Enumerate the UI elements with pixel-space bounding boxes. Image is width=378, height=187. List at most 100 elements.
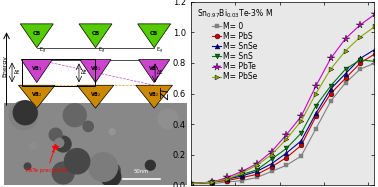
M= SnSe bbox=[189, 183, 193, 185]
M= PbSe bbox=[269, 154, 274, 156]
M= SnSe bbox=[254, 170, 259, 172]
M= 0 bbox=[269, 170, 274, 172]
M= PbS bbox=[240, 176, 244, 179]
Line: M= SnS: M= SnS bbox=[188, 57, 378, 186]
Circle shape bbox=[30, 143, 36, 149]
M= SnSe bbox=[373, 48, 377, 50]
Circle shape bbox=[49, 128, 62, 141]
Line: M= PbS: M= PbS bbox=[188, 51, 378, 186]
M= 0 bbox=[358, 68, 363, 70]
M= PbS bbox=[373, 53, 377, 55]
M= 0 bbox=[210, 183, 215, 185]
M= SnS bbox=[299, 132, 304, 134]
M= PbS bbox=[254, 173, 259, 176]
M= PbTe bbox=[343, 37, 348, 40]
Text: VB$_2$: VB$_2$ bbox=[149, 90, 160, 99]
M= PbTe bbox=[269, 150, 274, 153]
M= PbS bbox=[314, 115, 318, 118]
Circle shape bbox=[55, 138, 64, 147]
M= PbTe bbox=[373, 13, 377, 15]
Bar bbox=[22, 59, 96, 86]
M= PbTe bbox=[225, 176, 229, 179]
M= PbS bbox=[284, 157, 289, 159]
M= PbS bbox=[210, 181, 215, 183]
M= SnS bbox=[254, 169, 259, 171]
Circle shape bbox=[108, 164, 120, 176]
Text: E$_g$: E$_g$ bbox=[98, 46, 105, 56]
Text: ΔE: ΔE bbox=[14, 70, 20, 75]
M= 0 bbox=[314, 128, 318, 130]
Circle shape bbox=[101, 166, 121, 186]
Text: E$_g$: E$_g$ bbox=[156, 46, 164, 56]
M= PbTe bbox=[240, 170, 244, 172]
Circle shape bbox=[52, 162, 74, 184]
M= SnSe bbox=[299, 140, 304, 142]
M= 0 bbox=[225, 181, 229, 183]
M= PbS bbox=[343, 77, 348, 79]
Polygon shape bbox=[77, 85, 114, 108]
M= SnS bbox=[269, 158, 274, 160]
M= PbTe bbox=[299, 115, 304, 118]
M= SnSe bbox=[328, 88, 333, 90]
M= PbS bbox=[299, 144, 304, 147]
M= SnS bbox=[373, 60, 377, 62]
Text: CB: CB bbox=[91, 30, 99, 36]
Text: E$_g$: E$_g$ bbox=[39, 46, 46, 56]
Circle shape bbox=[109, 129, 115, 135]
M= 0 bbox=[328, 100, 333, 102]
M= 0 bbox=[343, 82, 348, 84]
Polygon shape bbox=[139, 60, 170, 82]
M= SnSe bbox=[358, 57, 363, 59]
M= 0 bbox=[299, 155, 304, 157]
Polygon shape bbox=[20, 24, 53, 48]
Circle shape bbox=[13, 101, 37, 125]
M= SnSe bbox=[240, 175, 244, 177]
Line: M= PbTe: M= PbTe bbox=[187, 10, 378, 187]
Line: M= PbSe: M= PbSe bbox=[188, 24, 378, 186]
Line: M= SnSe: M= SnSe bbox=[188, 47, 378, 186]
Line: M= 0: M= 0 bbox=[188, 61, 378, 186]
Text: CB: CB bbox=[33, 30, 41, 36]
M= PbTe bbox=[358, 24, 363, 26]
Text: VB$_2$: VB$_2$ bbox=[31, 90, 42, 99]
M= PbS bbox=[328, 92, 333, 95]
Text: CB: CB bbox=[150, 30, 158, 36]
M= SnS bbox=[240, 173, 244, 176]
M= PbSe bbox=[314, 92, 318, 95]
M= 0 bbox=[240, 180, 244, 182]
Circle shape bbox=[55, 136, 71, 152]
M= PbS bbox=[358, 62, 363, 64]
M= PbSe bbox=[240, 172, 244, 174]
M= PbTe bbox=[189, 183, 193, 185]
M= SnSe bbox=[225, 178, 229, 180]
Circle shape bbox=[24, 163, 31, 170]
Text: VB$_2$: VB$_2$ bbox=[90, 90, 101, 99]
M= PbS bbox=[189, 183, 193, 185]
Circle shape bbox=[35, 166, 42, 172]
Polygon shape bbox=[21, 60, 53, 82]
M= PbSe bbox=[358, 36, 363, 38]
M= 0 bbox=[189, 183, 193, 185]
Text: VB$_1$: VB$_1$ bbox=[90, 64, 101, 73]
Polygon shape bbox=[136, 85, 172, 108]
Circle shape bbox=[83, 121, 93, 131]
M= PbSe bbox=[328, 68, 333, 70]
M= PbTe bbox=[254, 163, 259, 165]
M= SnSe bbox=[210, 181, 215, 183]
Polygon shape bbox=[19, 85, 55, 108]
Text: Energy: Energy bbox=[2, 55, 7, 77]
Bar bbox=[4, 103, 187, 185]
M= PbS bbox=[225, 180, 229, 182]
M= PbSe bbox=[299, 120, 304, 122]
M= PbSe bbox=[284, 138, 289, 140]
Circle shape bbox=[65, 149, 90, 174]
M= SnSe bbox=[284, 152, 289, 154]
M= SnS bbox=[284, 147, 289, 150]
M= 0 bbox=[284, 164, 289, 166]
M= PbTe bbox=[210, 181, 215, 183]
Text: 50nm: 50nm bbox=[134, 169, 149, 174]
M= SnS bbox=[189, 183, 193, 185]
M= SnS bbox=[358, 59, 363, 61]
Polygon shape bbox=[138, 24, 170, 48]
Circle shape bbox=[63, 104, 86, 127]
